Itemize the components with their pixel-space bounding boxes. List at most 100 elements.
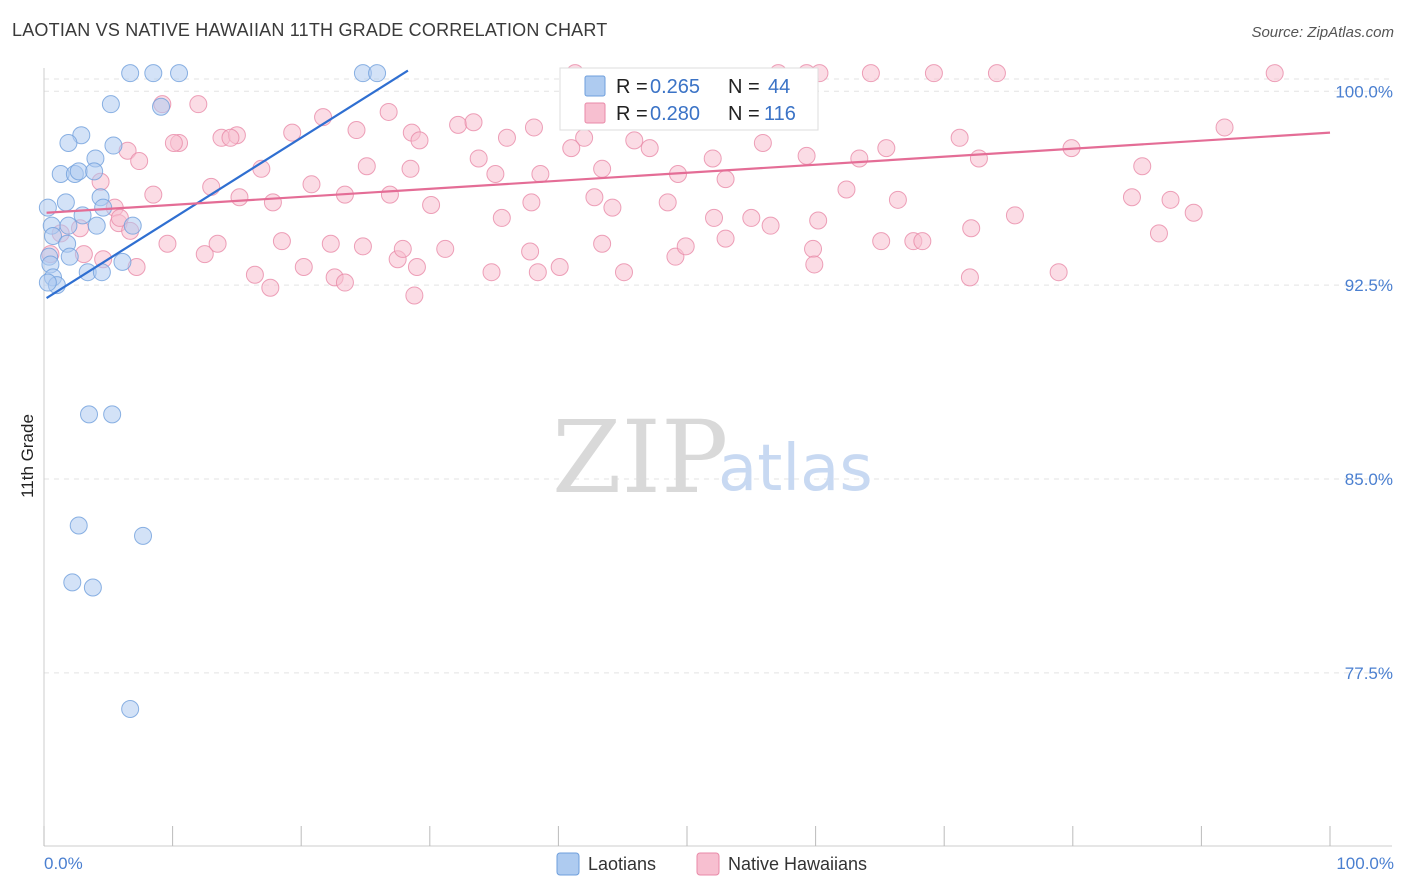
scatter-point-native-hawaiians	[753, 133, 772, 152]
scatter-point-native-hawaiians	[658, 193, 677, 212]
scatter-point-native-hawaiians	[809, 211, 828, 230]
scatter-point-native-hawaiians	[261, 278, 280, 297]
scatter-point-native-hawaiians	[272, 232, 291, 251]
scatter-point-native-hawaiians	[1122, 188, 1141, 207]
scatter-point-native-hawaiians	[805, 255, 824, 274]
scatter-point-native-hawaiians	[158, 234, 177, 253]
scatter-point-native-hawaiians	[562, 139, 581, 158]
scatter-point-laotians	[144, 64, 163, 83]
scatter-point-native-hawaiians	[405, 286, 424, 305]
axes	[43, 68, 1392, 847]
scatter-point-laotians	[368, 64, 387, 83]
scatter-point-laotians	[123, 216, 142, 235]
scatter-point-native-hawaiians	[761, 216, 780, 235]
scatter-point-native-hawaiians	[486, 164, 505, 183]
legend-swatch-native-hawaiians	[584, 102, 606, 124]
x-tick-label-min: 0.0%	[44, 854, 83, 873]
scatter-point-native-hawaiians	[521, 242, 540, 261]
scatter-point-native-hawaiians	[189, 95, 208, 114]
scatter-point-native-hawaiians	[449, 115, 468, 134]
legend-r-label: R =	[616, 103, 648, 125]
scatter-point-native-hawaiians	[1149, 224, 1168, 243]
scatter-point-native-hawaiians	[144, 185, 163, 204]
watermark: ZIP atlas	[552, 399, 873, 516]
scatter-point-native-hawaiians	[524, 118, 543, 137]
scatter-point-native-hawaiians	[357, 157, 376, 176]
scatter-point-native-hawaiians	[436, 239, 455, 258]
legend-swatch-laotians	[584, 75, 606, 97]
scatter-point-native-hawaiians	[294, 258, 313, 277]
watermark-zip: ZIP	[552, 399, 728, 516]
series-legend: Laotians Native Hawaiians	[556, 852, 867, 876]
scatter-point-native-hawaiians	[861, 64, 880, 83]
scatter-point-native-hawaiians	[1005, 206, 1024, 225]
scatter-point-native-hawaiians	[804, 239, 823, 258]
scatter-point-native-hawaiians	[716, 229, 735, 248]
y-tick-label: 85.0%	[1345, 470, 1393, 489]
scatter-point-laotians	[59, 216, 78, 235]
scatter-point-laotians	[38, 273, 57, 292]
scatter-point-native-hawaiians	[302, 175, 321, 194]
scatter-point-laotians	[69, 516, 88, 535]
scatter-point-laotians	[103, 405, 122, 424]
scatter-point-laotians	[63, 573, 82, 592]
scatter-point-native-hawaiians	[1215, 118, 1234, 137]
correlation-legend: R = 0.265 N = 44 R = 0.280 N = 116	[559, 67, 819, 131]
y-tick-label: 100.0%	[1335, 82, 1393, 101]
scatter-point-native-hawaiians	[1049, 263, 1068, 282]
scatter-point-native-hawaiians	[335, 273, 354, 292]
scatter-point-native-hawaiians	[401, 159, 420, 178]
scatter-point-native-hawaiians	[464, 113, 483, 132]
scatter-point-native-hawaiians	[888, 190, 907, 209]
y-axis-label: 11th Grade	[18, 414, 37, 498]
x-ticks	[43, 826, 1331, 846]
trendline-laotians	[45, 69, 409, 299]
scatter-point-native-hawaiians	[1133, 157, 1152, 176]
series-legend-label-laotians: Laotians	[588, 854, 656, 874]
scatter-point-native-hawaiians	[1265, 64, 1284, 83]
legend-r-value: 0.280	[650, 103, 700, 125]
scatter-point-laotians	[94, 198, 113, 217]
scatter-point-native-hawaiians	[550, 258, 569, 277]
scatter-point-native-hawaiians	[585, 188, 604, 207]
x-tick-label-max: 100.0%	[1336, 854, 1394, 873]
scatter-point-laotians	[101, 95, 120, 114]
scatter-point-native-hawaiians	[676, 237, 695, 256]
scatter-point-native-hawaiians	[195, 245, 214, 264]
y-tick-labels: 100.0% 92.5% 85.0% 77.5%	[1335, 82, 1393, 683]
scatter-point-laotians	[83, 578, 102, 597]
scatter-point-native-hawaiians	[130, 152, 149, 171]
scatter-point-native-hawaiians	[482, 263, 501, 282]
scatter-point-native-hawaiians	[742, 208, 761, 227]
scatter-point-native-hawaiians	[913, 232, 932, 251]
gridlines	[44, 78, 1392, 674]
scatter-point-native-hawaiians	[221, 128, 240, 147]
legend-n-label: N =	[728, 103, 760, 125]
scatter-point-laotians	[104, 136, 123, 155]
scatter-point-native-hawaiians	[528, 263, 547, 282]
scatter-point-native-hawaiians	[492, 208, 511, 227]
scatter-point-laotians	[69, 162, 88, 181]
scatter-point-native-hawaiians	[962, 219, 981, 238]
scatter-point-native-hawaiians	[379, 102, 398, 121]
scatter-point-native-hawaiians	[380, 185, 399, 204]
scatter-point-native-hawaiians	[410, 131, 429, 150]
trendlines	[45, 69, 1331, 299]
chart-title: LAOTIAN VS NATIVE HAWAIIAN 11TH GRADE CO…	[12, 20, 608, 40]
trendline-native-hawaiians	[46, 131, 1331, 214]
scatter-point-native-hawaiians	[614, 263, 633, 282]
scatter-point-laotians	[56, 193, 75, 212]
watermark-atlas: atlas	[718, 432, 873, 506]
y-tick-label: 77.5%	[1345, 664, 1393, 683]
scatter-point-laotians	[59, 133, 78, 152]
scatter-point-native-hawaiians	[263, 193, 282, 212]
scatter-point-native-hawaiians	[393, 239, 412, 258]
scatter-point-native-hawaiians	[950, 128, 969, 147]
scatter-point-laotians	[113, 252, 132, 271]
scatter-point-native-hawaiians	[872, 232, 891, 251]
series-legend-swatch-native-hawaiians	[696, 852, 720, 876]
scatter-point-native-hawaiians	[716, 170, 735, 189]
scatter-point-native-hawaiians	[321, 234, 340, 253]
scatter-point-native-hawaiians	[969, 149, 988, 168]
scatter-point-native-hawaiians	[705, 208, 724, 227]
